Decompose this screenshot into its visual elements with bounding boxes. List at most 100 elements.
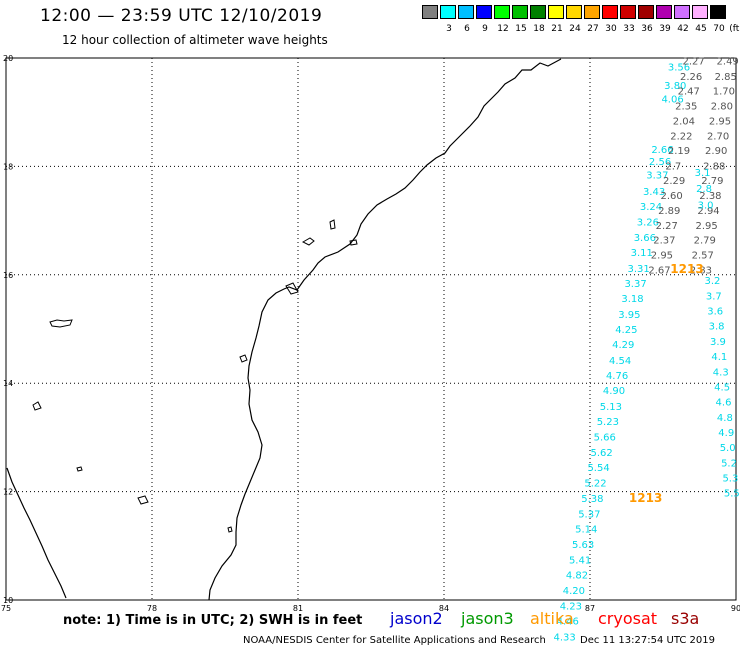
wave-height-label: 2.57 <box>692 251 714 262</box>
wave-height-label: 3.43 <box>643 187 665 198</box>
island-outline <box>227 526 233 533</box>
wave-height-label: 4.20 <box>563 586 585 597</box>
coastline <box>6 58 562 601</box>
wave-height-label: 4.6 <box>716 398 732 409</box>
wave-height-label: 2.95 <box>709 116 731 127</box>
footer-timestamp: Dec 11 13:27:54 UTC 2019 <box>580 635 715 646</box>
wave-height-label: 2.04 <box>673 116 695 127</box>
wave-height-label: 2.95 <box>695 221 717 232</box>
wave-height-label: 2.56 <box>649 157 671 168</box>
scale-swatch <box>458 5 474 19</box>
scale-label: 6 <box>464 24 470 34</box>
latitude-label: 10 <box>3 596 13 605</box>
wave-height-label: 3.80 <box>664 81 686 92</box>
latitude-label: 12 <box>3 488 13 497</box>
coastline-segment <box>208 58 562 601</box>
wave-height-label: 2.80 <box>711 102 733 113</box>
wave-height-label: 2.22 <box>670 132 692 143</box>
wave-height-label: 2.26 <box>680 72 702 83</box>
wave-height-label: 3.31 <box>627 264 649 275</box>
wave-height-label: 5.62 <box>590 448 612 459</box>
latitude-label: 16 <box>3 271 13 280</box>
wave-height-label: 2.27 <box>682 57 704 68</box>
scale-unit-label: (ft) <box>729 24 740 34</box>
scale-label: 12 <box>497 24 509 34</box>
wave-height-label: 2.90 <box>705 146 727 157</box>
wave-height-label: 3.1 <box>695 168 711 179</box>
wave-height-label: 4.90 <box>603 386 625 397</box>
latitude-label: 20 <box>3 54 13 63</box>
satellite-legend-jason3: jason3 <box>461 609 514 628</box>
scale-label: 15 <box>515 24 527 34</box>
map-border <box>5 57 737 601</box>
latitude-label: 14 <box>3 379 13 388</box>
scale-swatch <box>566 5 582 19</box>
wave-height-label: 5.23 <box>597 417 619 428</box>
wave-height-label: 3.18 <box>621 294 643 305</box>
longitude-label: 90 <box>731 604 740 613</box>
scale-label: 21 <box>551 24 563 34</box>
island-outline <box>137 495 149 505</box>
scale-swatch <box>440 5 456 19</box>
map-grid <box>5 57 737 601</box>
wave-height-label: 5.2 <box>721 458 737 469</box>
scale-label: 33 <box>623 24 635 34</box>
wave-height-label: 3.26 <box>637 218 659 229</box>
scale-label: 39 <box>659 24 671 34</box>
scale-swatch <box>548 5 564 19</box>
satellite-legend-cryosat: cryosat <box>598 609 658 628</box>
island-outline <box>49 319 73 328</box>
wave-height-label: 2.94 <box>697 206 719 217</box>
wave-height-label: 4.1 <box>711 352 727 363</box>
pass-time-label: 1213 <box>629 491 662 505</box>
wave-height-label: 4.82 <box>566 571 588 582</box>
wave-height-label: 3.0 <box>698 200 714 211</box>
wave-height-label: 3.7 <box>706 291 722 302</box>
wave-height-label: 3.24 <box>640 202 662 213</box>
scale-label: 9 <box>482 24 488 34</box>
wave-height-label: 3.2 <box>704 276 720 287</box>
wave-height-label: 3.11 <box>631 248 653 259</box>
scale-swatch <box>422 5 438 19</box>
wave-height-label: 4.25 <box>615 325 637 336</box>
scale-label: 42 <box>677 24 689 34</box>
wave-height-label: 5.54 <box>587 463 609 474</box>
wave-height-label: 2.29 <box>663 176 685 187</box>
wave-height-label: 5.14 <box>575 524 597 535</box>
pass-time-label: 1213 <box>670 262 703 276</box>
island-outline <box>349 239 358 246</box>
wave-height-label: 4.3 <box>713 367 729 378</box>
wave-height-label: 2.88 <box>703 161 725 172</box>
latitude-label: 18 <box>3 162 13 171</box>
island-outline <box>301 237 315 246</box>
wave-height-label: 2.95 <box>651 251 673 262</box>
scale-label: 27 <box>587 24 599 34</box>
scale-swatch <box>710 5 726 19</box>
scale-label: 45 <box>695 24 707 34</box>
wave-height-label: 4.33 <box>554 632 576 643</box>
scale-label: 30 <box>605 24 617 34</box>
coastline-segment <box>6 467 67 599</box>
wave-height-label: 2.37 <box>653 236 675 247</box>
wave-height-label: 2.70 <box>707 132 729 143</box>
wave-height-label: 2.79 <box>701 176 723 187</box>
wave-height-label: 2.79 <box>694 236 716 247</box>
satellite-legend-altika: altika <box>530 609 574 628</box>
scale-label: 36 <box>641 24 653 34</box>
scale-swatch <box>476 5 492 19</box>
wave-height-label: 4.5 <box>714 382 730 393</box>
wave-height-label: 5.22 <box>584 478 606 489</box>
scale-swatch <box>530 5 546 19</box>
scale-label: 18 <box>533 24 545 34</box>
wave-height-label: 2.47 <box>678 87 700 98</box>
scale-label: 3 <box>446 24 452 34</box>
scale-swatch <box>584 5 600 19</box>
legend-note: note: 1) Time is in UTC; 2) SWH is in fe… <box>63 613 363 628</box>
scale-swatch <box>638 5 654 19</box>
longitude-label: 75 <box>1 604 11 613</box>
map-subtitle: 12 hour collection of altimeter wave hei… <box>62 33 328 47</box>
wave-height-label: 4.06 <box>661 95 683 106</box>
scale-swatch <box>656 5 672 19</box>
wave-height-label: 4.8 <box>717 413 733 424</box>
wave-height-label: 3.6 <box>707 307 723 318</box>
